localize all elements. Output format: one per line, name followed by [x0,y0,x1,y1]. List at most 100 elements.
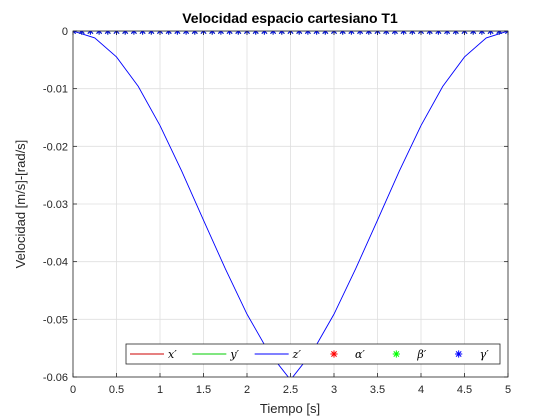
marker-stroke [217,31,222,34]
marker-stroke [183,31,187,34]
legend-marker-3 [330,350,338,358]
marker-stroke [78,31,83,34]
y-tick-label: -0.06 [43,372,68,384]
y-tick-label: -0.01 [43,84,68,96]
marker-stroke [428,31,433,34]
marker-stroke [324,31,329,34]
series-marker-5 [347,31,355,35]
marker-stroke [463,31,468,34]
legend-marker-4 [392,350,400,358]
marker-stroke [246,31,250,34]
marker-stroke [374,31,379,34]
series-marker-5 [269,31,277,35]
series-marker-5 [356,31,364,35]
series-marker-5 [78,31,86,35]
legend-label-3: α′ [355,348,365,361]
series-marker-5 [434,31,442,35]
marker-stroke [446,31,451,34]
marker-stroke [472,31,477,34]
marker-stroke [244,31,248,34]
series-marker-5 [86,31,94,35]
series-marker-5 [130,31,138,35]
series-marker-5 [400,31,408,35]
marker-stroke [122,31,126,34]
series-marker-5 [121,31,129,35]
marker-stroke [426,31,431,34]
marker-stroke [141,31,146,34]
marker-stroke [455,31,459,34]
series-marker-5 [278,31,286,35]
marker-stroke [96,31,100,34]
series-marker-5 [208,31,216,35]
series-marker-5 [173,31,181,35]
marker-stroke [176,31,181,34]
series-marker-5 [252,31,260,35]
marker-stroke [73,31,76,34]
marker-stroke [341,31,346,34]
series-marker-5 [382,31,390,35]
marker-stroke [148,31,153,34]
y-tick-label: -0.04 [43,257,68,269]
marker-stroke [167,31,172,34]
x-tick-label: 1 [157,384,163,396]
marker-stroke [98,31,103,34]
plot-area [73,31,508,377]
marker-stroke [220,31,224,34]
series-marker-5 [295,31,303,35]
marker-stroke [400,31,405,34]
marker-stroke [139,31,144,34]
marker-stroke [104,31,109,34]
marker-stroke [235,31,240,34]
series-marker-5 [426,31,434,35]
marker-stroke [331,351,337,357]
marker-stroke [470,31,474,34]
marker-stroke [359,31,364,34]
marker-stroke [124,31,129,34]
legend-label-1: y′ [229,348,239,361]
marker-stroke [315,31,320,34]
marker-stroke [211,31,216,34]
marker-stroke [411,31,416,34]
marker-stroke [409,31,414,34]
marker-stroke [478,31,483,34]
marker-stroke [455,351,462,357]
grid [72,30,509,378]
marker-stroke [487,31,492,34]
marker-stroke [270,31,274,34]
x-tick-label: 0 [70,384,76,396]
marker-stroke [376,31,381,34]
x-tick-label: 4.5 [457,384,472,396]
marker-stroke [461,31,466,34]
marker-stroke [365,31,370,34]
marker-stroke [339,31,344,34]
marker-stroke [368,31,372,34]
marker-stroke [313,31,318,34]
marker-stroke [391,31,396,34]
marker-stroke [150,31,155,34]
series-marker-5 [147,31,155,35]
series-marker-5 [182,31,190,35]
legend-label-5: γ′ [480,348,490,361]
series-marker-5 [226,31,234,35]
series-marker-5 [260,31,268,35]
marker-stroke [263,31,268,34]
series-marker-5 [95,31,103,35]
marker-stroke [304,31,309,34]
marker-stroke [350,31,355,34]
x-tick-label: 3 [331,384,337,396]
marker-stroke [383,31,387,34]
marker-stroke [226,31,231,34]
series-marker-5 [217,31,225,35]
marker-stroke [107,31,111,34]
legend-marker-5 [455,350,463,358]
marker-stroke [281,31,285,34]
series-marker-5 [104,31,112,35]
marker-stroke [133,31,137,34]
series-marker-5 [391,31,399,35]
marker-stroke [394,31,398,34]
x-tick-label: 0.5 [109,384,124,396]
marker-stroke [278,31,283,34]
series-marker-5 [487,31,495,35]
x-tick-label: 4 [418,384,424,396]
